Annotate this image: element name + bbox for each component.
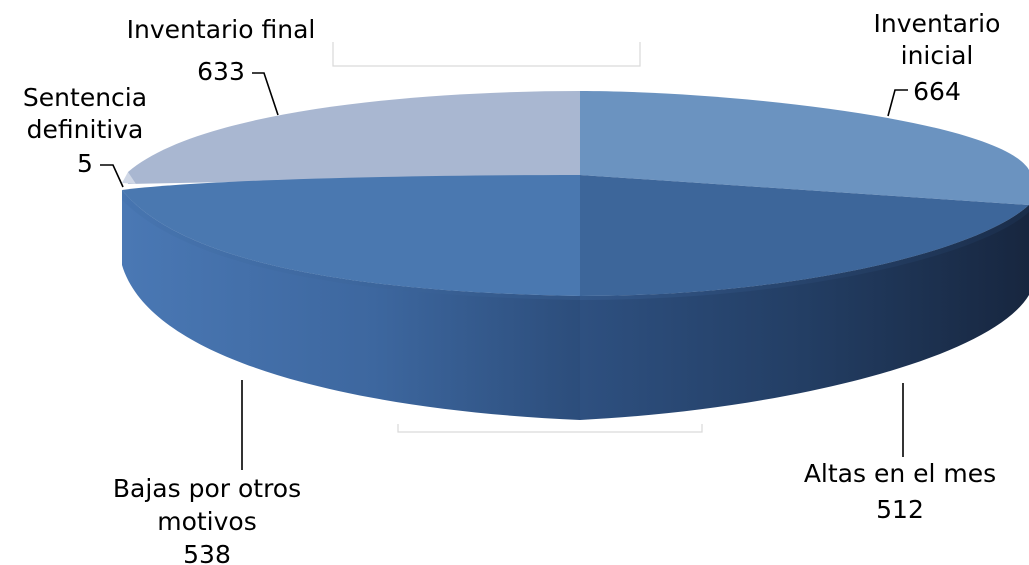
value-sentencia-definitiva: 5: [77, 149, 93, 178]
label-altas-en-el-mes: Altas en el mes: [804, 459, 996, 488]
leader-sentencia-definitiva: [100, 164, 124, 188]
value-altas-en-el-mes: 512: [876, 495, 924, 524]
data-labels: Inventario inicial 664 Altas en el mes 5…: [23, 9, 1001, 565]
plot-area-guide-bottom: [397, 424, 703, 433]
slice-top-inventario-final: [128, 91, 580, 184]
slice-bajas-por-otros-motivos: [122, 175, 580, 296]
leader-lines: [100, 72, 908, 470]
slice-side-bajas-por-otros-motivos: [122, 190, 580, 420]
pie-slices: [122, 91, 1029, 420]
value-bajas-por-otros-motivos: 538: [183, 540, 231, 565]
label-bajas-por-otros-motivos: Bajas por otros: [113, 474, 301, 503]
value-inventario-final: 633: [197, 57, 245, 86]
leader-inventario-inicial: [887, 89, 908, 117]
label-sentencia-definitiva: Sentencia: [23, 83, 147, 112]
slice-edge-altas: [580, 205, 1029, 300]
label-inventario-inicial-line2: inicial: [901, 41, 974, 70]
label-inventario-inicial: Inventario: [874, 9, 1001, 38]
label-inventario-final: Inventario final: [127, 15, 316, 44]
slice-top-inventario-inicial: [580, 91, 1029, 205]
label-bajas-por-otros-motivos-line2: motivos: [157, 507, 257, 536]
label-sentencia-definitiva-line2: definitiva: [27, 115, 144, 144]
slice-altas-en-el-mes: [580, 175, 1029, 296]
plot-area-guide-top: [332, 42, 641, 67]
value-inventario-inicial: 664: [913, 77, 961, 106]
leader-inventario-final: [252, 72, 279, 116]
slice-top-sentencia-definitiva: [122, 172, 136, 184]
